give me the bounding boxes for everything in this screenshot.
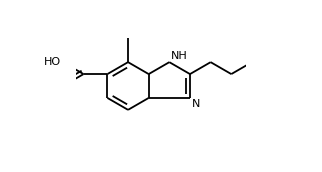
Text: HO: HO (44, 57, 62, 67)
Text: N: N (192, 99, 200, 109)
Text: NH: NH (171, 51, 188, 61)
